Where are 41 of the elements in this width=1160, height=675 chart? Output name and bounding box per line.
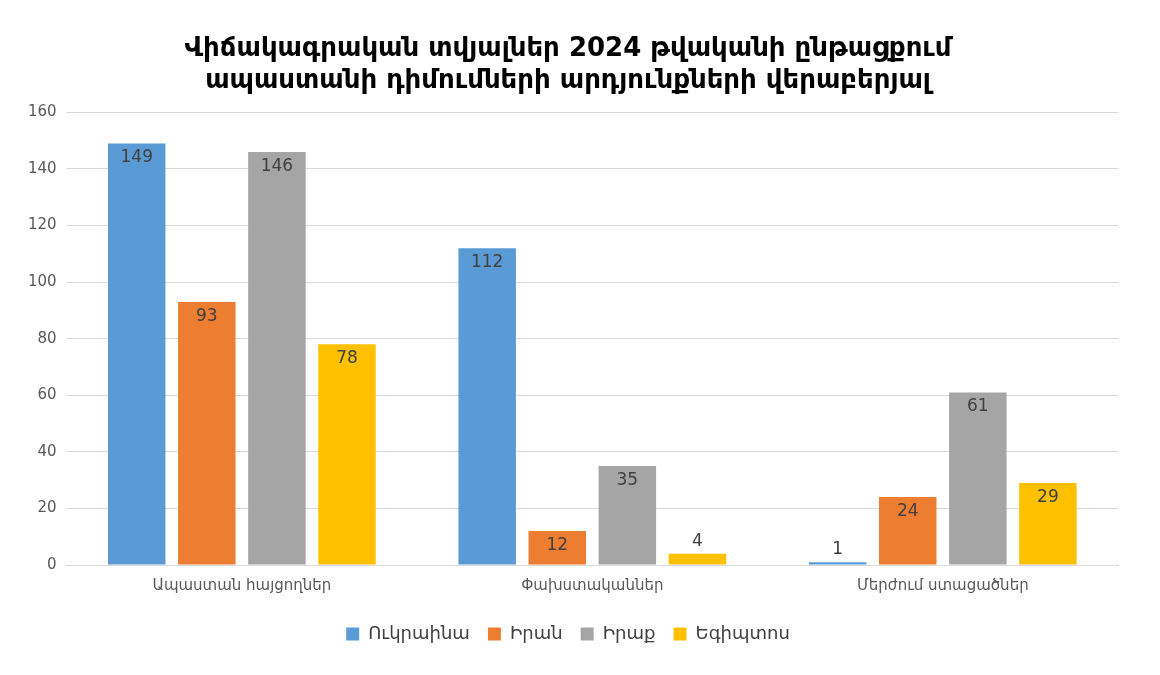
bar bbox=[248, 152, 306, 565]
y-tick-label: 40 bbox=[37, 441, 57, 460]
legend-label: Եգիպտոս bbox=[695, 621, 790, 643]
bar bbox=[598, 465, 657, 565]
legend-label: Իրաք bbox=[602, 621, 656, 643]
data-label: 112 bbox=[470, 251, 504, 272]
y-tick-label: 100 bbox=[27, 272, 57, 291]
bar bbox=[668, 553, 727, 565]
bar bbox=[808, 562, 867, 565]
legend-label: Իրան bbox=[509, 621, 563, 643]
bar bbox=[318, 344, 376, 565]
x-tick-label: Փախստականներ bbox=[521, 575, 664, 594]
data-label: 61 bbox=[967, 395, 989, 416]
chart-title: Վիճակագրական տվյալներ 2024 թվականի ընթացքում ապաստանի դիմումների արդյունքների վերաբերյալ bbox=[184, 32, 954, 94]
legend-label: Ուկրաինա bbox=[368, 621, 470, 643]
x-tick-label: Ապաստան հայցողներ bbox=[152, 575, 332, 594]
x-tick-label: Մերժում ստացածներ bbox=[856, 575, 1029, 594]
y-tick-label: 0 bbox=[47, 554, 57, 573]
data-label: 35 bbox=[616, 468, 639, 489]
data-label: 149 bbox=[120, 146, 153, 167]
bar bbox=[458, 248, 516, 565]
y-tick-label: 160 bbox=[27, 102, 57, 121]
data-label: 24 bbox=[896, 500, 919, 521]
data-label: 4 bbox=[692, 529, 703, 550]
data-label: 146 bbox=[260, 154, 294, 175]
y-tick-label: 80 bbox=[37, 328, 57, 347]
bar bbox=[878, 497, 937, 565]
bar bbox=[178, 301, 236, 565]
y-tick-label: 20 bbox=[37, 498, 57, 517]
y-tick-label: 120 bbox=[27, 215, 57, 234]
data-label: 78 bbox=[336, 347, 358, 368]
data-label: 1 bbox=[832, 538, 844, 559]
bar bbox=[107, 143, 166, 565]
y-tick-label: 60 bbox=[37, 385, 57, 404]
data-label: 93 bbox=[195, 304, 218, 325]
y-tick-label: 140 bbox=[27, 158, 57, 177]
data-label: 12 bbox=[546, 533, 569, 554]
bar bbox=[1019, 482, 1077, 565]
bar bbox=[949, 392, 1007, 565]
data-label: 29 bbox=[1037, 485, 1059, 506]
bar bbox=[528, 531, 587, 565]
